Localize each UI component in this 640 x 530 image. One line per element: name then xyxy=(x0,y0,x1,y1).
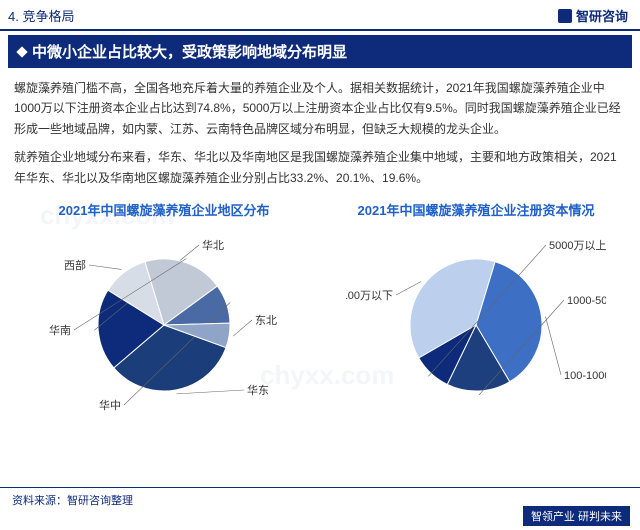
brand: 智研咨询 xyxy=(558,6,628,25)
pie-label: 5000万以上 xyxy=(549,239,606,252)
pie-label: 西部 xyxy=(64,258,86,272)
top-bar: 4. 竞争格局 智研咨询 xyxy=(0,0,640,31)
headline-text: 中微小企业占比较大，受政策影响地域分布明显 xyxy=(32,41,347,62)
chart-left: 2021年中国螺旋藻养殖企业地区分布 华东 华北西部华南华中 东北 xyxy=(14,200,314,415)
source-bar: 资料来源：智研咨询整理 xyxy=(0,487,640,508)
brand-text: 智研咨询 xyxy=(576,6,628,25)
chart-right-title: 2021年中国螺旋藻养殖企业注册资本情况 xyxy=(326,200,626,219)
brand-icon xyxy=(558,9,572,23)
chart-right: 2021年中国螺旋藻养殖企业注册资本情况 100万以下 100-1000万 1000… xyxy=(326,200,626,415)
pie-label: 华中 xyxy=(99,398,121,412)
pie-label: 华东 xyxy=(247,383,269,397)
headline-bar: 中微小企业占比较大，受政策影响地域分布明显 xyxy=(8,35,632,68)
pie-label: 东北 xyxy=(255,314,277,327)
pie-left-svg: 华东 华北西部华南华中 东北 xyxy=(34,225,294,415)
charts-row: 2021年中国螺旋藻养殖企业地区分布 华东 华北西部华南华中 东北 2021年中国螺… xyxy=(0,196,640,415)
pie-right-svg: 100万以下 100-1000万 1000-5000万 5000万以上 xyxy=(346,225,606,415)
diamond-icon xyxy=(16,46,27,57)
pie-label: 华南 xyxy=(49,323,71,337)
paragraph-2: 就养殖企业地域分布来看，华东、华北以及华南地区是我国螺旋藻养殖企业集中地域，主要… xyxy=(14,147,626,188)
chart-left-title: 2021年中国螺旋藻养殖企业地区分布 xyxy=(14,200,314,219)
pie-label: 100万以下 xyxy=(346,290,393,302)
pie-label: 1000-5000万 xyxy=(567,295,606,307)
paragraph-1: 螺旋藻养殖门槛不高，全国各地充斥着大量的养殖企业及个人。据相关数据统计，2021… xyxy=(14,78,626,139)
footer-brand: 智领产业 研判未来 xyxy=(523,506,630,526)
body-text: 螺旋藻养殖门槛不高，全国各地充斥着大量的养殖企业及个人。据相关数据统计，2021… xyxy=(0,68,640,188)
pie-label: 华北 xyxy=(202,238,224,252)
pie-label: 100-1000万 xyxy=(564,370,606,382)
section-number: 4. 竞争格局 xyxy=(8,6,74,25)
source-text: 资料来源：智研咨询整理 xyxy=(12,495,133,507)
